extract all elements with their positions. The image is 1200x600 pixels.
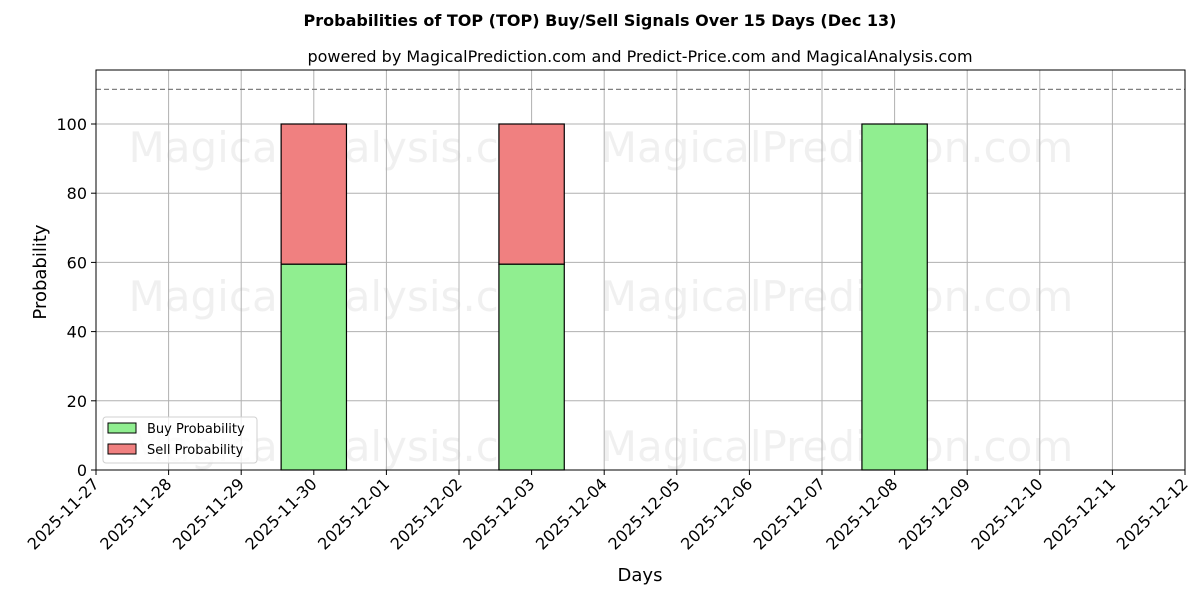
x-tick-label: 2025-12-03 bbox=[459, 474, 538, 553]
buy-bar bbox=[498, 263, 565, 471]
y-axis-label: Probability bbox=[30, 224, 51, 319]
x-tick-label: 2025-12-06 bbox=[677, 474, 756, 553]
x-tick-label: 2025-11-30 bbox=[241, 474, 320, 553]
chart-title: Probabilities of TOP (TOP) Buy/Sell Sign… bbox=[304, 11, 897, 30]
x-tick-label: 2025-11-29 bbox=[169, 474, 248, 553]
legend: Buy Probability Sell Probability bbox=[102, 416, 258, 464]
y-tick-label: 20 bbox=[67, 392, 87, 411]
x-axis-ticks: 2025-11-272025-11-282025-11-292025-11-30… bbox=[24, 470, 1192, 554]
bars bbox=[280, 123, 928, 471]
y-tick-label: 80 bbox=[67, 184, 87, 203]
watermark-text: MagicalPrediction.com bbox=[601, 422, 1074, 471]
x-tick-label: 2025-12-12 bbox=[1113, 474, 1192, 553]
watermark-text: MagicalPrediction.com bbox=[601, 272, 1074, 321]
sell-bar bbox=[498, 123, 565, 265]
y-tick-label: 0 bbox=[77, 461, 87, 480]
y-tick-label: 40 bbox=[67, 323, 87, 342]
x-tick-label: 2025-12-10 bbox=[967, 474, 1046, 553]
chart-subtitle: powered by MagicalPrediction.com and Pre… bbox=[307, 47, 972, 66]
x-tick-label: 2025-11-27 bbox=[24, 474, 103, 553]
x-tick-label: 2025-12-09 bbox=[895, 474, 974, 553]
x-tick-label: 2025-12-11 bbox=[1040, 474, 1119, 553]
sell-legend-label: Sell Probability bbox=[147, 443, 244, 458]
plot-area bbox=[95, 69, 1186, 471]
buy-legend-swatch bbox=[107, 422, 137, 434]
x-tick-label: 2025-11-28 bbox=[96, 474, 175, 553]
y-tick-label: 60 bbox=[67, 253, 87, 272]
buy-bar bbox=[280, 263, 348, 471]
y-tick-label: 100 bbox=[56, 115, 87, 134]
watermark-text: MagicalPrediction.com bbox=[601, 123, 1074, 172]
watermarks: MagicalAnalysis.comMagicalPrediction.com… bbox=[129, 123, 1074, 471]
y-axis-ticks: 0 20 40 60 80 100 bbox=[56, 115, 96, 480]
x-axis-label: Days bbox=[618, 565, 663, 586]
sell-bar bbox=[280, 123, 348, 265]
x-tick-label: 2025-12-02 bbox=[387, 474, 466, 553]
buy-bar bbox=[861, 123, 928, 471]
x-tick-label: 2025-12-04 bbox=[532, 474, 611, 553]
buy-legend-label: Buy Probability bbox=[147, 422, 245, 437]
x-tick-label: 2025-12-01 bbox=[314, 474, 393, 553]
x-tick-label: 2025-12-05 bbox=[604, 474, 683, 553]
x-tick-label: 2025-12-08 bbox=[822, 474, 901, 553]
x-tick-label: 2025-12-07 bbox=[750, 474, 829, 553]
sell-legend-swatch bbox=[107, 443, 137, 455]
